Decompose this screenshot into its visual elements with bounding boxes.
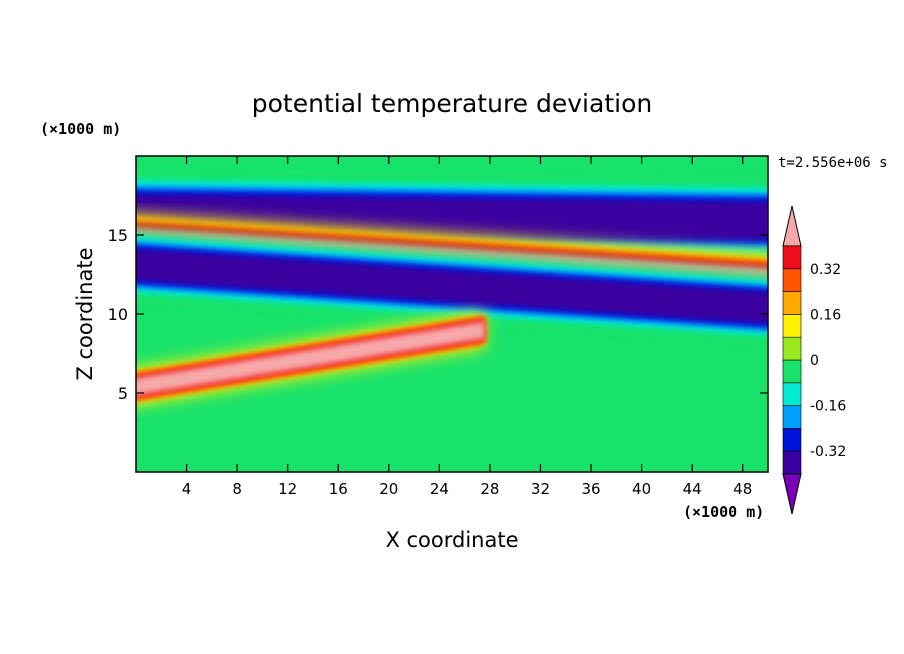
contour-field — [136, 156, 768, 472]
colorbar-segment-2 — [782, 405, 802, 429]
x-tick-label-10: 44 — [683, 480, 702, 498]
chart-title: potential temperature deviation — [252, 89, 652, 118]
colorbar-segment-1 — [782, 428, 802, 452]
x-tick-label-4: 20 — [379, 480, 398, 498]
colorbar-extend-top — [782, 205, 802, 247]
colorbar-segment-3 — [782, 382, 802, 406]
x-tick-label-0: 4 — [182, 480, 192, 498]
x-axis-unit: (×1000 m) — [683, 503, 764, 521]
colorbar-segment-9 — [782, 245, 802, 270]
time-label: t=2.556e+06 s — [778, 155, 888, 171]
x-axis-label: X coordinate — [385, 528, 518, 552]
x-tick-label-5: 24 — [430, 480, 449, 498]
colorbar-label-4: -0.32 — [810, 444, 846, 460]
field-band-2 — [136, 231, 768, 341]
x-tick-label-11: 48 — [733, 480, 752, 498]
field-band-3 — [136, 311, 485, 405]
x-tick-label-6: 28 — [480, 480, 499, 498]
colorbar: 0.32 0.16 0 -0.16 -0.32 — [782, 205, 846, 515]
colorbar-segment-7 — [782, 291, 802, 315]
field-layer — [136, 174, 768, 405]
colorbar-segment-5 — [782, 336, 802, 361]
y-tick-label-0: 5 — [118, 384, 128, 403]
colorbar-segment-8 — [782, 268, 802, 292]
colorbar-label-1: 0.16 — [810, 307, 841, 323]
y-axis-label: Z coordinate — [73, 247, 97, 380]
x-tick-label-8: 36 — [581, 480, 600, 498]
x-tick-label-1: 8 — [232, 480, 242, 498]
colorbar-extend-bottom — [782, 473, 802, 515]
colorbar-segment-0 — [782, 450, 802, 475]
colorbar-label-3: -0.16 — [810, 399, 846, 415]
y-tick-label-1: 10 — [108, 305, 128, 324]
colorbar-segment-4 — [782, 359, 802, 384]
colorbar-label-0: 0.32 — [810, 262, 841, 278]
x-tick-label-2: 12 — [278, 480, 297, 498]
x-tick-label-9: 40 — [632, 480, 651, 498]
x-tick-label-3: 16 — [329, 480, 348, 498]
y-axis-ticks: 5 10 15 — [108, 226, 768, 403]
y-tick-label-2: 15 — [108, 226, 128, 245]
x-axis-ticks: 4 8 12 16 20 24 28 32 36 40 44 48 — [182, 156, 752, 498]
x-tick-label-7: 32 — [531, 480, 550, 498]
colorbar-label-2: 0 — [810, 353, 819, 369]
y-axis-unit: (×1000 m) — [40, 120, 121, 138]
colorbar-segment-6 — [782, 314, 802, 338]
